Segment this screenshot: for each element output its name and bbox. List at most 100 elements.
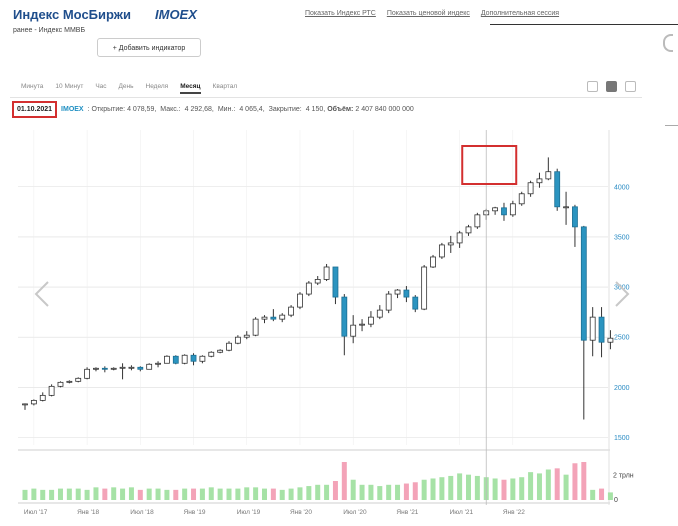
candle-body	[217, 349, 224, 353]
candle-body	[279, 314, 286, 320]
candle-body	[323, 266, 330, 280]
tab-quarter[interactable]: Квартал	[212, 83, 238, 90]
candle-body	[297, 293, 303, 308]
candle-body	[572, 206, 578, 228]
volume-bar	[146, 488, 152, 500]
selected-date: 01.10.2021	[12, 101, 58, 118]
candle-body	[545, 171, 552, 180]
tab-month[interactable]: Месяц	[180, 83, 201, 94]
candle-body	[438, 244, 445, 258]
volume-bar	[439, 477, 445, 500]
candle-body	[146, 363, 153, 370]
candle-body	[421, 266, 428, 310]
x-tick-label: Янв '20	[290, 509, 312, 516]
volume-bar	[412, 482, 418, 500]
line-chart-icon[interactable]	[587, 81, 598, 92]
y-tick-label: 4000	[614, 184, 630, 191]
volume-bar	[430, 478, 436, 500]
volume-bar	[288, 488, 294, 500]
candle-body	[598, 316, 605, 343]
x-tick-label: Янв '21	[396, 509, 418, 516]
volume-bar	[341, 462, 347, 500]
volume-bar	[572, 463, 578, 500]
volume-bar	[403, 483, 409, 500]
candle-body	[589, 316, 596, 341]
y-tick-label: 1500	[614, 435, 630, 442]
y-tick-label: 2000	[614, 385, 630, 392]
volume-bar	[279, 489, 285, 500]
volume-bar	[182, 488, 188, 500]
tab-day[interactable]: День	[118, 83, 134, 90]
candle-body	[172, 355, 179, 364]
candle-body	[30, 399, 37, 405]
candle-body	[110, 367, 117, 370]
candle-body	[447, 242, 454, 246]
volume-bar	[474, 475, 480, 500]
candle-body	[57, 381, 64, 387]
tab-hour[interactable]: Час	[95, 83, 107, 90]
settings-icon[interactable]	[625, 81, 636, 92]
volume-bar	[93, 487, 99, 500]
candle-body	[554, 171, 561, 208]
candle-body	[350, 324, 357, 337]
info-ticker: IMOEX	[61, 106, 84, 113]
candle-body	[75, 377, 82, 382]
max-value: 4 292,68,	[184, 106, 214, 113]
open-value: 4 078,59,	[127, 106, 157, 113]
candle-body	[563, 206, 569, 209]
candle-body	[456, 232, 463, 244]
volume-bar	[164, 489, 170, 500]
volume-bar	[536, 473, 542, 500]
candle-body	[261, 316, 268, 320]
candle-body	[359, 323, 365, 326]
candle-body	[119, 366, 126, 369]
page-title: Индекс МосБиржи	[13, 7, 131, 22]
volume-bar	[306, 486, 312, 500]
x-tick-label: Июл '19	[237, 509, 261, 516]
header-divider	[490, 24, 678, 25]
add-indicator-button[interactable]: + Добавить индикатор	[97, 38, 201, 57]
tab-week[interactable]: Неделя	[145, 83, 169, 90]
volume-bar	[40, 489, 46, 500]
candle-body	[190, 354, 197, 362]
min-value: 4 065,4,	[239, 106, 265, 113]
candle-body	[580, 226, 587, 341]
candle-body	[48, 385, 55, 396]
candle-body	[305, 282, 312, 295]
volume-bar	[599, 488, 605, 500]
volume-bar	[261, 488, 267, 500]
volume-bar	[350, 479, 356, 500]
candle-body	[607, 337, 614, 343]
volume-bar	[368, 484, 374, 500]
y-tick-label: 2500	[614, 335, 630, 342]
volume-bar	[173, 489, 179, 500]
volume-bar	[102, 488, 108, 500]
candle-body	[376, 309, 383, 318]
volume-bar	[155, 488, 161, 500]
volume-bar	[226, 488, 232, 500]
volume-bar	[332, 481, 338, 500]
volume-bar	[315, 484, 321, 500]
volume-bar	[208, 487, 214, 500]
link-extra-session[interactable]: Дополнительная сессия	[480, 10, 560, 17]
highlight-box	[461, 145, 518, 185]
volume-tick-label: 0	[614, 497, 618, 504]
volume-bar	[466, 474, 471, 500]
tab-10-minutes[interactable]: 10 Минут	[55, 83, 84, 90]
candle-body	[226, 342, 232, 351]
candle-body	[527, 182, 534, 195]
x-tick-label: Янв '19	[184, 509, 206, 516]
volume-bar	[563, 474, 569, 500]
candle-body	[128, 366, 135, 369]
candle-chart-icon[interactable]	[606, 81, 617, 92]
candle-body	[385, 293, 392, 311]
volume-bar	[57, 488, 63, 500]
candle-body	[155, 362, 161, 365]
link-rts-index[interactable]: Показать Индекс РТС	[305, 10, 376, 17]
tab-minute[interactable]: Минута	[21, 83, 44, 90]
link-price-index[interactable]: Показать ценовой индекс	[386, 10, 470, 17]
candle-body	[492, 207, 499, 212]
volume-bar	[66, 488, 72, 500]
ticker-symbol: IMOEX	[155, 7, 197, 22]
